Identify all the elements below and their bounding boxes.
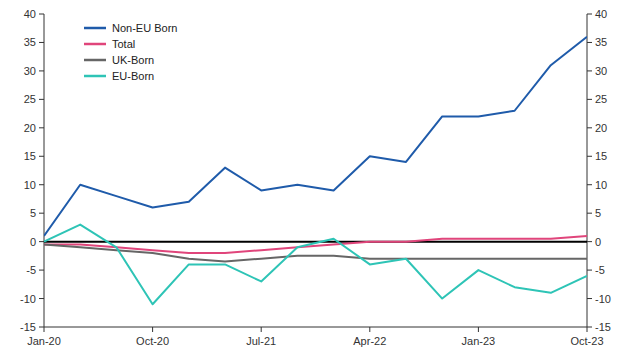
tick-label: 40 [24, 8, 36, 20]
tick [587, 213, 592, 214]
tick-label: Apr-22 [353, 335, 386, 347]
tick-label: 25 [595, 93, 607, 105]
y-axis: -15 -10 -5 0 5 10 15 20 25 30 35 40 [20, 8, 44, 333]
legend-swatch [84, 27, 106, 30]
series-line [44, 244, 587, 261]
tick [587, 127, 592, 128]
tick [39, 327, 44, 328]
tick [587, 298, 592, 299]
tick-label: -5 [26, 264, 36, 276]
tick-label: 5 [30, 207, 36, 219]
tick [587, 42, 592, 43]
axis-line [44, 327, 587, 328]
tick-label: 40 [595, 8, 607, 20]
tick-label: 35 [595, 36, 607, 48]
legend-label: Non-EU Born [112, 22, 177, 34]
tick-label: 30 [595, 65, 607, 77]
tick-label: 35 [24, 36, 36, 48]
tick [261, 327, 262, 332]
tick-label: Oct-23 [570, 335, 603, 347]
tick-label: 25 [24, 93, 36, 105]
legend-swatch [84, 43, 106, 46]
tick-label: 20 [595, 122, 607, 134]
tick [587, 270, 592, 271]
tick-label: 5 [595, 207, 601, 219]
tick [152, 327, 153, 332]
tick [587, 327, 588, 332]
legend-swatch [84, 59, 106, 62]
tick-label: 10 [595, 179, 607, 191]
tick [587, 99, 592, 100]
tick-label: -15 [595, 321, 611, 333]
legend-label: EU-Born [112, 70, 154, 82]
legend-label: UK-Born [112, 54, 154, 66]
tick-label: 0 [30, 236, 36, 248]
tick-label: Oct-20 [136, 335, 169, 347]
series-line [44, 225, 587, 305]
x-axis: Jan-20 Oct-20 Jul-21 Apr-22 Jan-23 Oct-23 [27, 327, 603, 347]
tick-label: -15 [20, 321, 36, 333]
legend: Non-EU Born Total UK-Born EU-Born [84, 22, 177, 82]
tick [39, 270, 44, 271]
page: {"chart_data": { "type": "line", "catego… [0, 0, 631, 357]
series-line [44, 37, 587, 236]
tick [39, 70, 44, 71]
tick [587, 327, 592, 328]
tick [39, 14, 44, 15]
legend-label: Total [112, 38, 135, 50]
tick [39, 184, 44, 185]
tick [587, 156, 592, 157]
tick-label: Jul-21 [246, 335, 276, 347]
tick-label: 15 [595, 150, 607, 162]
tick [478, 327, 479, 332]
axis-line [587, 14, 588, 327]
tick [587, 14, 592, 15]
tick [39, 213, 44, 214]
tick [587, 70, 592, 71]
tick-label: 20 [24, 122, 36, 134]
tick [44, 327, 45, 332]
tick-label: 10 [24, 179, 36, 191]
tick [39, 42, 44, 43]
legend-swatch [84, 75, 106, 78]
tick-label: 15 [24, 150, 36, 162]
y2-axis: -15 -10 -5 0 5 10 15 20 25 30 35 40 [587, 8, 611, 333]
tick [369, 327, 370, 332]
tick-label: 30 [24, 65, 36, 77]
tick [587, 184, 592, 185]
tick-label: Jan-20 [27, 335, 61, 347]
tick-label: -10 [20, 293, 36, 305]
lines [44, 37, 587, 304]
tick-label: 0 [595, 236, 601, 248]
tick-label: -5 [595, 264, 605, 276]
tick-label: Jan-23 [462, 335, 496, 347]
tick [39, 156, 44, 157]
tick [39, 127, 44, 128]
tick [39, 298, 44, 299]
tick-label: -10 [595, 293, 611, 305]
axis-line [44, 14, 45, 327]
tick [587, 241, 592, 242]
tick [39, 99, 44, 100]
tick [39, 241, 44, 242]
chart: -15 -10 -5 0 5 10 15 20 25 30 35 40 -15 -10 -5 0 5 10 15 20… [0, 0, 631, 357]
